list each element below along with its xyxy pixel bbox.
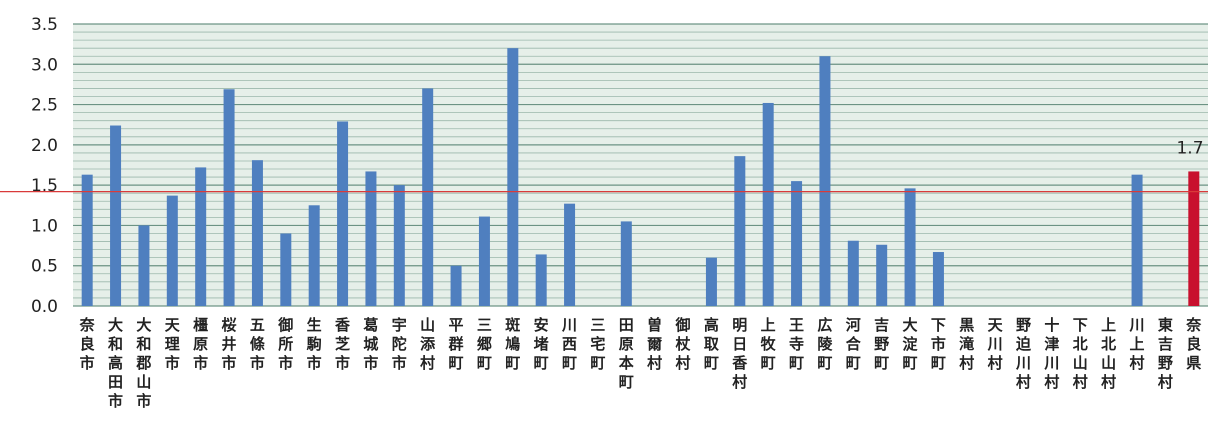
x-category-label: 下市町 [931, 316, 946, 372]
bar [365, 171, 377, 306]
y-tick-label: 0.0 [31, 297, 58, 317]
x-category-label: 奈良市 [79, 316, 96, 372]
highlight-bar [1188, 171, 1200, 306]
bar [932, 252, 944, 306]
x-category-label: 香芝市 [335, 316, 350, 372]
y-tick-label: 3.0 [31, 55, 58, 75]
x-category-label: 宇陀市 [392, 316, 407, 372]
bar [791, 181, 803, 306]
x-category-label: 大淀町 [903, 316, 919, 372]
bar [308, 205, 320, 306]
y-tick-label: 2.0 [31, 136, 58, 156]
x-category-label: 田原本町 [619, 316, 634, 391]
x-category-label: 川上村 [1129, 316, 1145, 372]
bar [734, 156, 746, 306]
x-category-label: 東吉野村 [1158, 316, 1173, 391]
x-category-label: 十津川村 [1043, 316, 1059, 391]
y-tick-label: 0.5 [31, 257, 58, 277]
x-category-label: 奈良県 [1185, 316, 1202, 372]
x-category-label: 斑鳩町 [505, 316, 520, 372]
bar [422, 88, 434, 306]
x-category-label: 天川村 [987, 316, 1004, 372]
x-category-label: 葛城市 [362, 316, 378, 372]
y-tick-label: 3.5 [31, 15, 58, 35]
plot-background [73, 24, 1208, 306]
bar [337, 121, 349, 307]
bar [819, 56, 831, 306]
bar [535, 254, 547, 306]
bar [393, 185, 405, 306]
bar [450, 265, 462, 306]
x-category-label: 曽爾村 [646, 316, 662, 372]
bars [81, 48, 1200, 307]
x-category-label: 河合町 [845, 316, 862, 372]
y-axis-ticks: 0.0 0.5 1.0 1.5 2.0 2.5 3.0 3.5 [31, 15, 58, 317]
bar [564, 203, 576, 306]
x-category-label: 下北山村 [1073, 316, 1088, 391]
bar [904, 188, 916, 306]
y-tick-label: 1.0 [31, 216, 58, 236]
bar [478, 216, 490, 306]
bar [762, 102, 774, 307]
x-category-label: 黒滝村 [959, 316, 974, 372]
x-category-label: 山添村 [420, 316, 436, 372]
y-tick-label: 1.5 [31, 176, 58, 196]
bar [705, 257, 717, 306]
x-axis-labels: 奈良市大和高田市大和郡山市天理市橿原市桜井市五條市御所市生駒市香芝市葛城市宇陀市… [79, 316, 1203, 410]
x-category-label: 広陵町 [817, 316, 833, 372]
x-category-label: 吉野町 [874, 316, 889, 372]
x-category-label: 大和高田市 [108, 316, 123, 410]
bar [280, 233, 292, 306]
bar [876, 244, 888, 306]
bar [223, 89, 235, 307]
bar [166, 195, 178, 306]
x-category-label: 三宅町 [590, 316, 605, 372]
x-category-label: 五條市 [250, 316, 266, 372]
bar [1131, 174, 1143, 306]
x-category-label: 御杖村 [675, 316, 691, 372]
bar [507, 48, 519, 307]
bar [847, 240, 859, 306]
bar [138, 225, 150, 306]
x-category-label: 安堵町 [534, 316, 549, 372]
x-category-label: 三郷町 [477, 316, 492, 372]
x-category-label: 桜井市 [222, 316, 237, 372]
bar [251, 160, 263, 306]
bar [195, 167, 207, 306]
x-category-label: 高取町 [704, 316, 720, 372]
x-category-label: 御所市 [277, 316, 293, 372]
x-category-label: 野迫川村 [1015, 316, 1032, 391]
x-category-label: 平群町 [449, 316, 464, 372]
x-category-label: 明日香村 [732, 316, 747, 391]
bar [81, 174, 93, 306]
x-category-label: 王寺町 [789, 316, 804, 372]
x-category-label: 上北山村 [1101, 316, 1116, 391]
x-category-label: 橿原市 [193, 316, 208, 372]
x-category-label: 上牧町 [761, 316, 777, 372]
bar [620, 221, 632, 306]
x-category-label: 大和郡山市 [135, 316, 151, 410]
x-category-label: 生駒市 [307, 316, 322, 372]
x-category-label: 天理市 [165, 316, 181, 372]
bar [110, 125, 122, 307]
x-category-label: 川西町 [561, 316, 577, 372]
highlight-value-label: 1.7 [1176, 138, 1203, 158]
y-tick-label: 2.5 [31, 96, 58, 116]
